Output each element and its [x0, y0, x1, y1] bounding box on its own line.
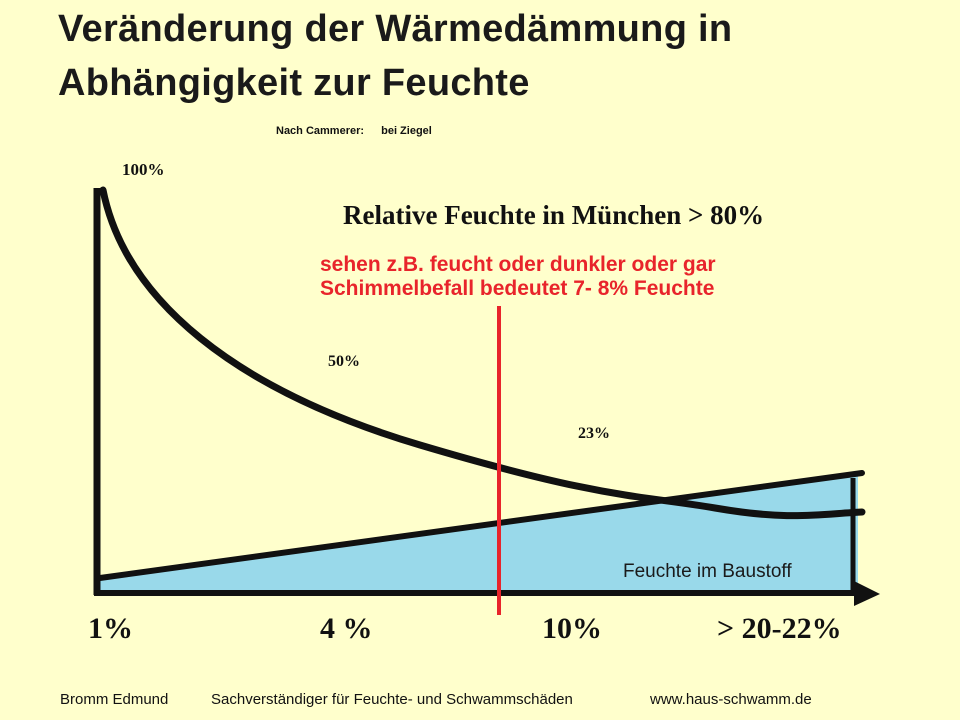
footer-role: Sachverständiger für Feuchte- und Schwam… — [211, 691, 573, 708]
x-tick-label: 4 % — [320, 612, 373, 645]
x-tick-label: 1% — [88, 612, 133, 645]
footer-author: Bromm Edmund — [60, 691, 169, 708]
marker-annotation: sehen z.B. feucht oder dunkler oder gar … — [320, 253, 716, 301]
insulation-curve — [99, 186, 866, 520]
curve-label-100: 100% — [122, 160, 165, 179]
source-note: Nach Cammerer: bei Ziegel — [276, 125, 432, 137]
curve-label-50: 50% — [328, 353, 360, 370]
footer-url: www.haus-schwamm.de — [650, 691, 812, 708]
marker-annotation-line2: Schimmelbefall bedeutet 7- 8% Feuchte — [320, 277, 715, 300]
source-note-material: bei Ziegel — [381, 125, 432, 137]
moisture-line — [97, 470, 865, 581]
humidity-heading: Relative Feuchte in München > 80% — [343, 200, 765, 230]
marker-annotation-line1: sehen z.B. feucht oder dunkler oder gar — [320, 253, 716, 276]
curve-label-23: 23% — [578, 425, 610, 442]
page-title: Veränderung der Wärmedämmung in Abhängig… — [58, 8, 733, 104]
area-label: Feuchte im Baustoff — [623, 561, 792, 582]
source-note-author: Nach Cammerer: — [276, 125, 365, 137]
x-axis-arrowhead — [854, 581, 880, 606]
x-tick-label: > 20-22% — [717, 612, 842, 645]
x-tick-label: 10% — [542, 612, 602, 645]
